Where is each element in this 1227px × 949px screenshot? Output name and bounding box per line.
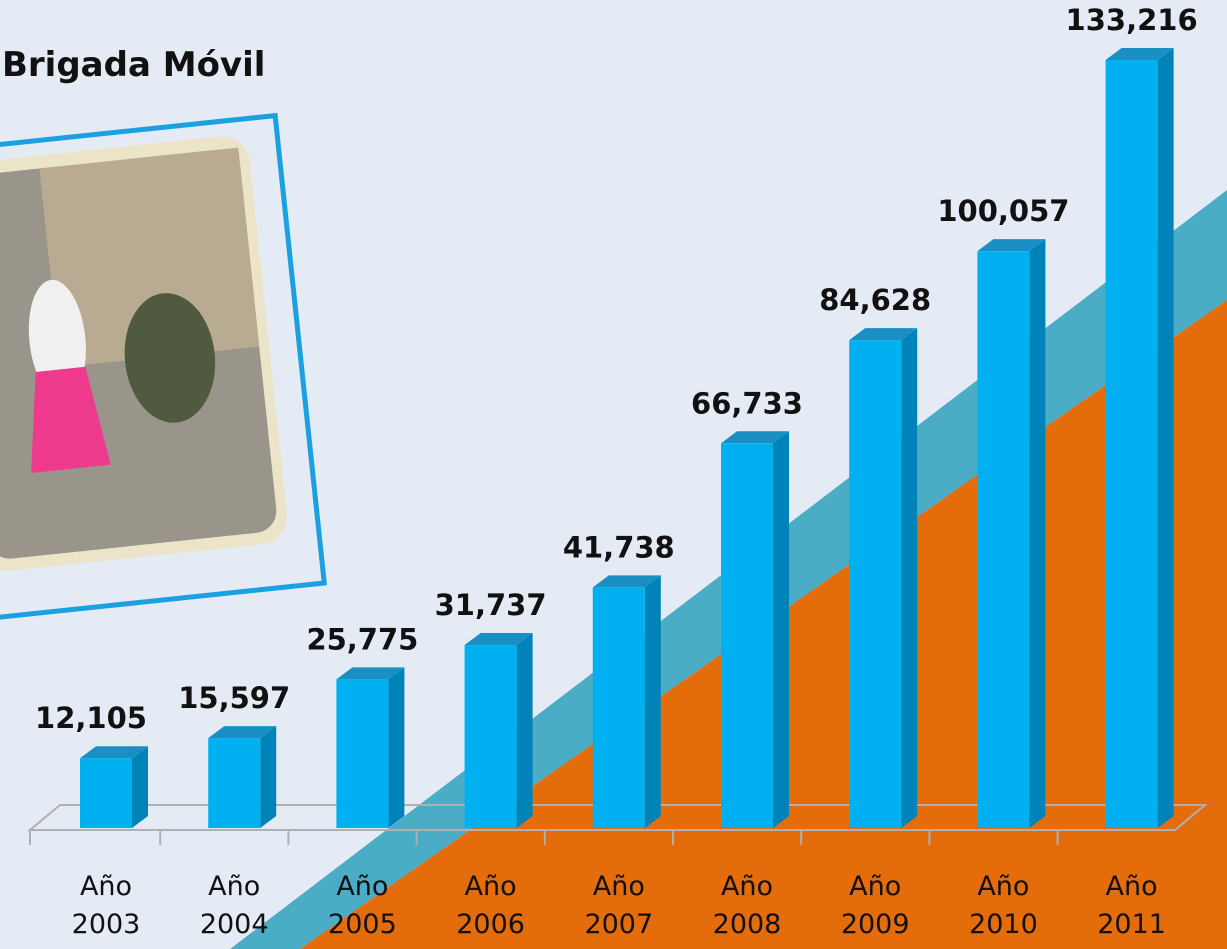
value-label: 15,597 [178,681,290,715]
value-label: 100,057 [937,194,1069,228]
bar-front [592,587,645,828]
bar-front [1105,60,1158,828]
floor [27,804,1208,831]
bar-front [464,645,517,828]
photo-skirt [31,366,111,474]
bar-front [977,251,1030,828]
bar-side [901,328,918,828]
photo-figure [124,293,216,423]
photo [0,112,328,624]
x-tick-label: Año 2007 [584,871,654,940]
chart-title: Brigada Móvil [2,45,265,85]
value-label: 84,628 [819,283,931,317]
x-tick-label: Año 2010 [969,871,1038,940]
bar-side [773,431,789,828]
bar-top [977,239,1046,252]
bar-side [132,746,148,828]
bar [208,726,277,828]
x-tick-label: Año 2008 [712,871,782,940]
value-label: 41,738 [563,530,675,564]
bar-side [1029,239,1046,828]
bar-side [260,726,277,828]
bar-side [1157,48,1174,828]
bar-side [388,667,405,828]
bar-top [721,431,789,444]
x-tick-label: Año 2011 [1097,871,1166,940]
value-label: 31,737 [435,588,547,622]
bar-front [721,443,773,828]
photo-wall [39,147,260,368]
value-label: 25,775 [306,622,418,656]
bar-front [208,738,261,828]
bar-front [336,679,389,828]
value-label: 133,216 [1066,3,1198,37]
bar-top [80,746,148,759]
bar-top [464,633,533,646]
bar [80,746,148,828]
bar-top [1105,48,1174,60]
bar [721,431,789,828]
bar-side [644,575,661,828]
bar-side [516,633,533,828]
bar [849,328,918,828]
value-label: 66,733 [691,386,803,420]
x-tick-label: Año 2005 [328,871,397,940]
x-tick-label: Año 2009 [840,871,910,940]
bar [464,633,533,828]
bar [592,575,661,828]
bar-top [336,667,405,680]
x-tick-label: Año 2003 [71,871,141,940]
x-tick-label: Año 2006 [456,871,525,940]
bar-front [849,340,902,828]
bar-top [849,328,918,341]
bar [336,667,405,828]
bar [1105,48,1174,828]
bar-top [208,726,277,739]
x-tick-label: Año 2004 [199,871,269,940]
bar [977,239,1046,828]
value-label: 12,105 [35,701,147,735]
bar-front [80,758,132,828]
bar-top [592,575,661,588]
